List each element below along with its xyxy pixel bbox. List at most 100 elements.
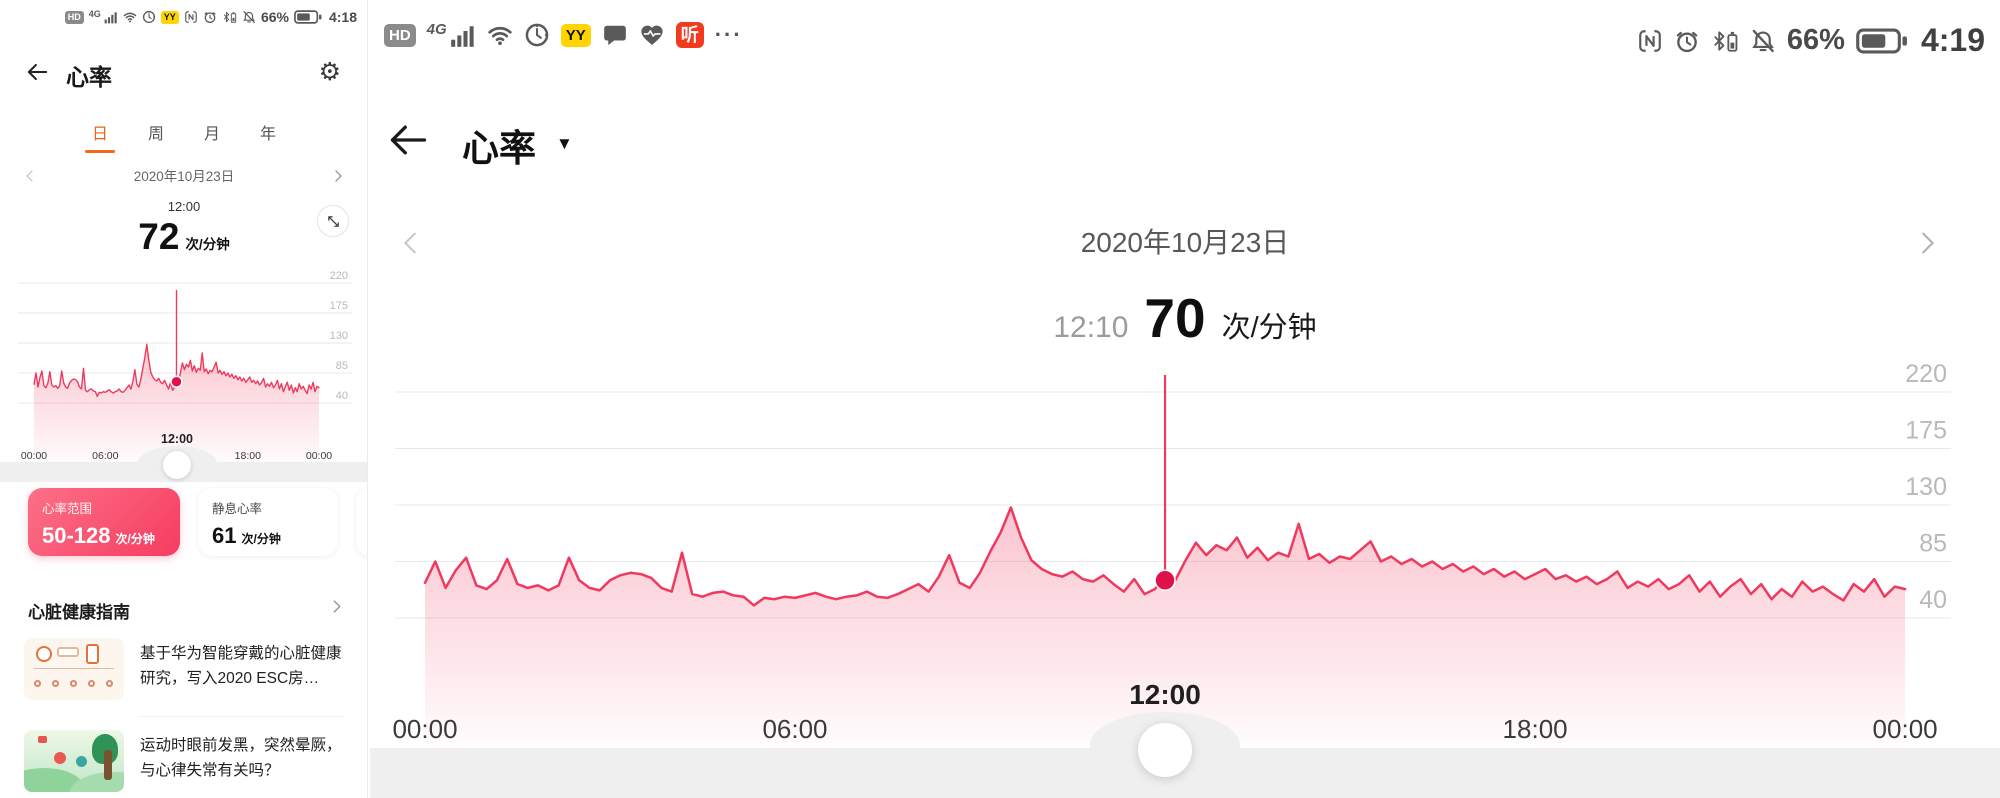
chevron-right-icon[interactable]: [330, 168, 346, 184]
tab-period-1[interactable]: 周: [147, 126, 164, 143]
yy-badge: YY: [560, 23, 591, 47]
svg-text:18:00: 18:00: [1503, 714, 1568, 744]
article-thumbnail[interactable]: [24, 638, 124, 700]
heart-rate-value: 70: [1144, 287, 1206, 349]
svg-text:175: 175: [1905, 417, 1947, 445]
wifi-icon: [123, 10, 137, 24]
card-value: 61: [212, 523, 237, 548]
card-resting-heart-rate[interactable]: 静息心率 61 次/分钟: [198, 488, 338, 556]
landscape-panel: HD 4G YY 听 ··· 66% 4:19 心率 ▼ 2020年10月23日 12:1…: [370, 0, 2000, 798]
listen-badge: 听: [675, 22, 704, 48]
tab-period-2[interactable]: 月: [204, 126, 221, 143]
dropdown-caret-icon[interactable]: ▼: [556, 134, 573, 153]
svg-text:175: 175: [330, 300, 348, 312]
card-value: 50-128: [42, 523, 111, 548]
mini-slider-handle[interactable]: [163, 451, 191, 479]
tab-period-0[interactable]: 日: [92, 120, 108, 153]
current-date: 2020年10月23日: [1080, 227, 1290, 258]
article-thumbnail[interactable]: [24, 730, 124, 792]
period-tabs: 日周月年: [0, 120, 367, 153]
battery-icon: [294, 10, 322, 24]
svg-text:130: 130: [1905, 473, 1947, 501]
card-heart-rate-range[interactable]: 心率范围 50-128 次/分钟: [28, 488, 180, 556]
bluetooth-battery-icon: [222, 10, 237, 24]
heart-rate-unit: 次/分钟: [1221, 312, 1317, 344]
guide-chevron-right-icon[interactable]: [328, 598, 345, 615]
phone-panel: HD 4G YY 66% 4:18 心率 ⚙ 日 周 月 年 2020年10月23日 12:0…: [0, 0, 368, 798]
status-bar-main-right: 66% 4:19: [1637, 22, 1985, 59]
reading-time: 12:00: [167, 199, 201, 214]
hd-badge: HD: [384, 23, 416, 47]
card-partial[interactable]: [356, 488, 367, 556]
heart-rate-value: 72: [138, 216, 180, 257]
hd-badge: HD: [64, 10, 84, 24]
current-date: 2020年10月23日: [133, 169, 235, 184]
page-title: 心率: [66, 64, 112, 90]
status-time: 4:19: [1920, 22, 1985, 58]
reading-row: 72 次/分钟: [0, 216, 367, 258]
tab-period-3[interactable]: 年: [260, 126, 277, 143]
date-navigator: 2020年10月23日: [0, 166, 367, 188]
chevron-left-icon[interactable]: [22, 168, 38, 184]
slider-handle[interactable]: [1138, 723, 1192, 777]
chat-bubble-icon: [602, 22, 628, 48]
chevron-right-icon[interactable]: [1912, 228, 1942, 258]
signal-4g-icon: 4G: [427, 21, 476, 48]
battery-icon: [1856, 28, 1908, 54]
card-unit: 次/分钟: [115, 532, 155, 546]
svg-text:40: 40: [336, 390, 348, 402]
heart-rate-mini-chart[interactable]: 220 175 130 85 40 00:00 06:00 18:00 00:00: [18, 265, 352, 481]
back-arrow-icon[interactable]: [386, 118, 430, 162]
svg-text:130: 130: [330, 330, 348, 342]
nfc-icon: [1637, 28, 1663, 54]
card-unit: 次/分钟: [241, 532, 281, 546]
page-title[interactable]: 心率: [462, 128, 536, 169]
heart-rate-chart[interactable]: 220 175 130 85 40 00:00 06:00 18:00 00:00: [392, 360, 1955, 744]
svg-text:06:00: 06:00: [92, 450, 118, 462]
main-header: 心率 ▼: [370, 112, 2000, 169]
status-bar-main-left: HD 4G YY 听 ···: [384, 21, 743, 48]
card-title: 静息心率: [212, 502, 263, 516]
back-arrow-icon[interactable]: [24, 59, 50, 85]
battery-percent: 66%: [260, 9, 289, 25]
svg-text:85: 85: [336, 360, 348, 372]
chevron-left-icon[interactable]: [396, 228, 426, 258]
divider: [140, 716, 345, 717]
svg-text:00:00: 00:00: [21, 450, 47, 462]
more-dots-icon: ···: [714, 22, 743, 47]
svg-text:06:00: 06:00: [762, 714, 827, 744]
yy-badge: YY: [160, 10, 179, 24]
heart-rate-unit: 次/分钟: [185, 237, 230, 252]
timer-icon: [142, 10, 156, 24]
alarm-icon: [1674, 28, 1700, 54]
battery-percent: 66%: [1786, 24, 1845, 56]
svg-text:00:00: 00:00: [306, 450, 332, 462]
svg-text:18:00: 18:00: [235, 450, 261, 462]
mini-cursor-time-label: 12:00: [161, 432, 193, 446]
svg-text:00:00: 00:00: [1873, 714, 1938, 744]
settings-gear-icon[interactable]: ⚙: [318, 58, 341, 86]
svg-text:220: 220: [330, 270, 348, 282]
bell-muted-icon: [242, 10, 256, 24]
svg-text:40: 40: [1919, 586, 1947, 614]
date-navigator: 2020年10月23日: [370, 226, 2000, 262]
wifi-icon: [487, 22, 513, 48]
article-title[interactable]: 运动时眼前发黑，突然晕厥，与心律失常有关吗？: [140, 737, 342, 779]
bell-muted-icon: [1750, 28, 1776, 54]
cursor-time-label: 12:00: [1129, 679, 1201, 710]
article-title[interactable]: 基于华为智能穿戴的心脏健康研究，写入2020 ESC房…: [140, 645, 342, 687]
reading-time: 12:10: [1053, 311, 1129, 344]
guide-section-title: 心脏健康指南: [28, 603, 130, 622]
timer-icon: [524, 22, 550, 48]
svg-text:00:00: 00:00: [392, 714, 457, 744]
reading-row: 12:10 70 次/分钟: [370, 286, 2000, 350]
svg-text:85: 85: [1919, 530, 1947, 558]
svg-text:220: 220: [1905, 360, 1947, 388]
nfc-icon: [184, 10, 198, 24]
status-bar-left: HD 4G YY 66% 4:18: [64, 9, 357, 25]
expand-icon[interactable]: [317, 205, 349, 237]
card-title: 心率范围: [42, 502, 93, 516]
signal-4g-icon: 4G: [89, 9, 118, 24]
bluetooth-battery-icon: [1711, 28, 1739, 54]
left-header: 心率 ⚙: [0, 56, 367, 90]
